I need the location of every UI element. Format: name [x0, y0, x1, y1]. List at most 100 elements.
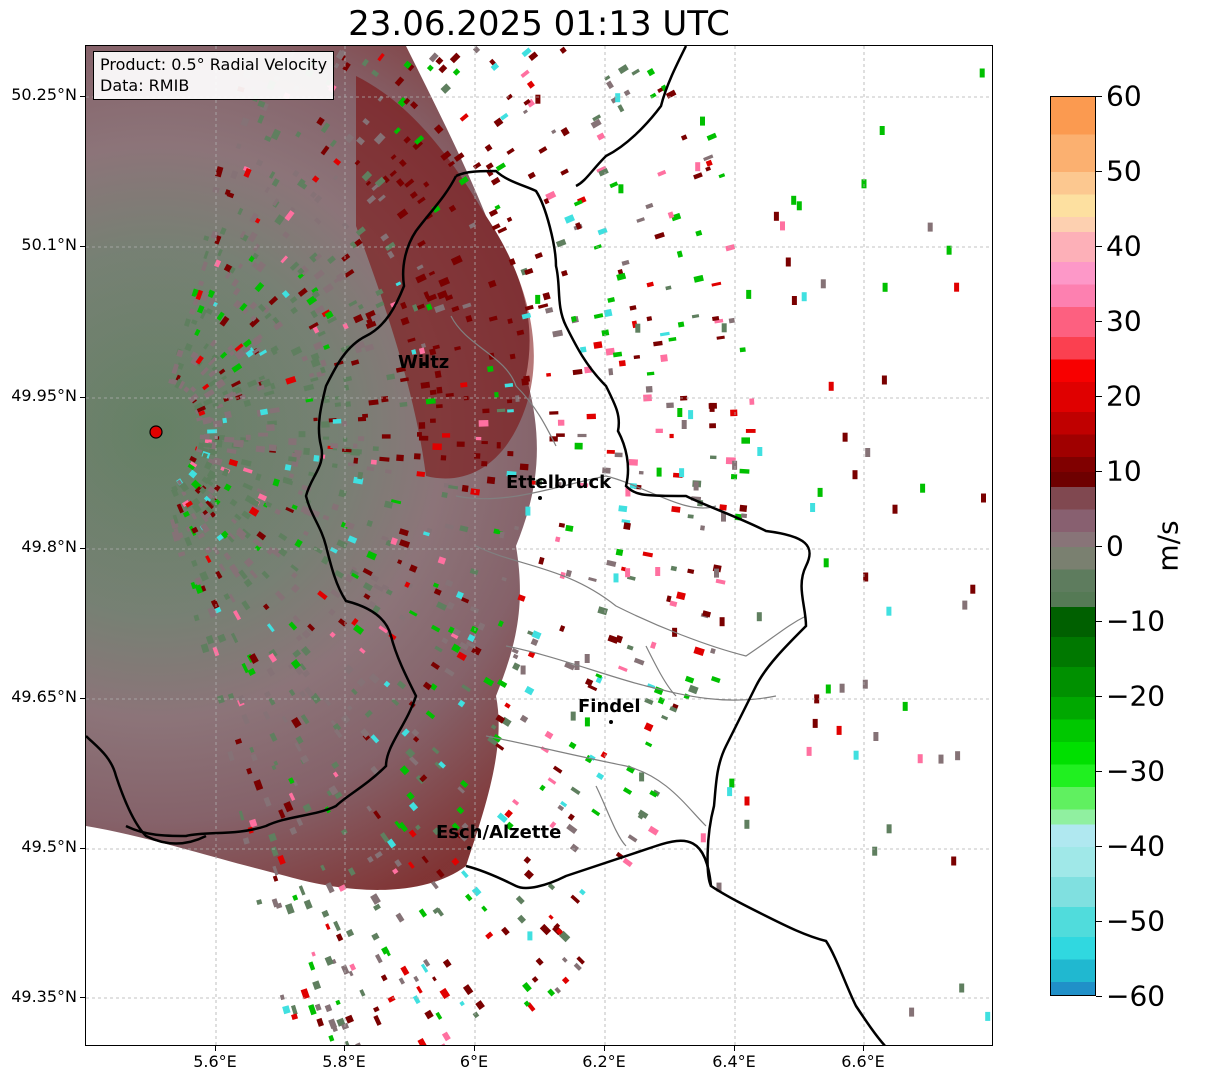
velocity-bin	[375, 288, 384, 297]
velocity-bin	[817, 487, 823, 497]
velocity-bin	[331, 761, 340, 770]
velocity-bin	[519, 463, 529, 471]
velocity-bin	[629, 305, 637, 311]
velocity-bin	[333, 920, 341, 932]
lon-label-6-4: 6.4°E	[712, 1052, 756, 1071]
velocity-bin	[681, 420, 687, 429]
radar-map[interactable]: Wiltz Ettelbruck Findel Esch/Alzette	[85, 45, 993, 1046]
velocity-bin	[419, 774, 428, 783]
velocity-bin	[314, 217, 322, 225]
velocity-bin	[470, 625, 479, 634]
velocity-bin	[669, 600, 678, 608]
velocity-bin	[552, 329, 564, 338]
velocity-bin	[321, 421, 330, 428]
velocity-bin	[324, 310, 334, 320]
velocity-bin	[483, 676, 495, 687]
velocity-bin	[383, 500, 394, 509]
velocity-bin	[171, 530, 181, 542]
velocity-bin	[379, 456, 390, 462]
velocity-bin	[415, 824, 421, 831]
velocity-bin	[222, 390, 229, 396]
velocity-bin	[417, 432, 422, 437]
velocity-bin	[398, 159, 407, 168]
velocity-bin	[380, 974, 388, 982]
velocity-bin	[577, 433, 587, 438]
velocity-bin	[334, 791, 343, 800]
velocity-bin	[460, 382, 468, 388]
velocity-bin	[194, 486, 203, 495]
velocity-bin	[418, 422, 426, 429]
velocity-bin	[297, 267, 305, 275]
velocity-bin	[239, 394, 247, 400]
velocity-bin	[176, 503, 184, 514]
velocity-bin	[462, 302, 472, 309]
velocity-bin	[212, 402, 219, 408]
velocity-bin	[216, 311, 225, 321]
velocity-bin	[487, 365, 494, 373]
velocity-bin	[290, 658, 301, 670]
velocity-bin	[395, 912, 405, 923]
velocity-bin	[604, 75, 611, 81]
velocity-bin	[182, 510, 190, 518]
velocity-bin	[373, 1015, 382, 1026]
velocity-bin	[519, 714, 529, 723]
colorbar-band	[1051, 569, 1095, 593]
velocity-bin	[649, 790, 658, 798]
velocity-bin	[209, 339, 218, 347]
velocity-bin	[828, 381, 834, 391]
velocity-bin	[521, 312, 532, 320]
velocity-bin	[259, 408, 269, 416]
velocity-bin	[176, 362, 185, 370]
velocity-bin	[202, 383, 210, 391]
velocity-bin	[441, 637, 449, 645]
velocity-bin	[559, 46, 567, 54]
velocity-bin	[296, 178, 306, 188]
lat-tick	[80, 548, 85, 549]
velocity-bin	[605, 347, 615, 356]
velocity-bin	[539, 923, 552, 936]
velocity-bin	[418, 347, 426, 355]
velocity-bin	[560, 127, 570, 137]
velocity-bin	[560, 168, 569, 176]
velocity-bin	[430, 661, 440, 670]
velocity-bin	[249, 818, 258, 828]
velocity-bin	[345, 1014, 354, 1024]
velocity-bin	[264, 691, 272, 698]
velocity-bin	[256, 384, 265, 392]
velocity-bin	[190, 512, 198, 520]
velocity-bin	[383, 680, 391, 688]
velocity-bin	[709, 402, 715, 412]
velocity-bin	[291, 572, 298, 579]
velocity-bin	[370, 893, 381, 905]
velocity-bin	[268, 832, 277, 842]
velocity-bin	[612, 351, 623, 358]
velocity-bin	[439, 987, 451, 1000]
velocity-bin	[504, 809, 513, 819]
velocity-bin	[462, 984, 474, 996]
velocity-bin	[242, 467, 253, 474]
velocity-bin	[282, 1005, 291, 1015]
velocity-bin	[693, 274, 704, 283]
velocity-bin	[472, 46, 481, 54]
velocity-bin	[240, 458, 252, 467]
colorbar-band	[1051, 337, 1095, 361]
velocity-bin	[327, 255, 336, 264]
velocity-bin	[537, 303, 549, 309]
velocity-bin	[626, 765, 636, 774]
velocity-bin	[356, 136, 365, 146]
velocity-bin	[490, 176, 501, 186]
velocity-bin	[400, 377, 409, 383]
velocity-bin	[307, 623, 316, 632]
velocity-bin	[399, 765, 410, 776]
velocity-bin	[970, 584, 976, 594]
velocity-bin	[842, 432, 848, 442]
velocity-bin	[292, 894, 299, 901]
velocity-bin	[370, 734, 380, 744]
velocity-bin	[555, 238, 567, 248]
velocity-bin	[622, 857, 633, 868]
velocity-bin	[371, 932, 380, 941]
velocity-bin	[902, 701, 908, 711]
velocity-bin	[394, 859, 402, 868]
velocity-bin	[201, 261, 208, 272]
colorbar-band	[1051, 847, 1095, 878]
